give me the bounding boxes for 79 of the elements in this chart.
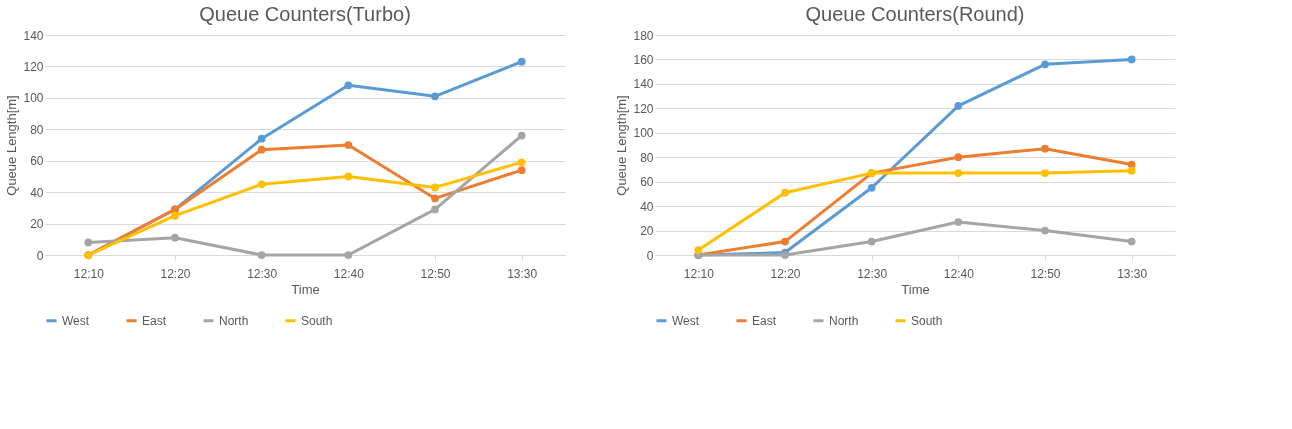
y-tick-label: 0 xyxy=(646,248,654,263)
legend-label: South xyxy=(911,313,943,328)
point xyxy=(344,81,353,90)
point xyxy=(954,153,963,162)
point xyxy=(867,183,876,192)
point xyxy=(781,237,789,246)
y-tick-label: 60 xyxy=(30,154,44,169)
legend-label: West xyxy=(672,313,700,328)
legend-label: East xyxy=(752,313,777,328)
x-tick-label: 12:40 xyxy=(943,266,975,281)
point xyxy=(517,158,526,167)
point xyxy=(257,134,266,143)
y-tick-label: 40 xyxy=(640,199,654,214)
point xyxy=(1041,226,1049,235)
x-tick-label: 12:30 xyxy=(857,266,888,281)
point xyxy=(1041,169,1049,177)
y-tick-label: 60 xyxy=(640,175,654,190)
point xyxy=(431,194,439,203)
point xyxy=(954,218,963,226)
legend-label: West xyxy=(62,313,90,328)
y-tick-label: 100 xyxy=(633,126,654,141)
y-tick-label: 120 xyxy=(23,59,44,74)
point xyxy=(257,180,266,189)
y-tick-label: 100 xyxy=(23,91,44,106)
x-tick-label: 12:30 xyxy=(247,266,278,281)
y-tick-label: 140 xyxy=(23,28,44,43)
point xyxy=(517,57,526,66)
y-tick-label: 0 xyxy=(36,248,44,263)
x-axis-title: Time xyxy=(291,281,320,297)
legend-label: South xyxy=(301,313,333,328)
y-axis-title: Queue Length[m] xyxy=(614,95,630,196)
x-tick-label: 12:40 xyxy=(333,266,365,281)
y-tick-label: 20 xyxy=(640,224,654,239)
x-axis-title: Time xyxy=(901,281,930,297)
y-tick-label: 20 xyxy=(30,217,44,232)
point xyxy=(867,237,876,246)
point xyxy=(431,92,439,101)
point xyxy=(431,183,439,192)
point xyxy=(954,169,963,177)
point xyxy=(257,251,266,259)
point xyxy=(781,188,789,197)
y-tick-label: 80 xyxy=(30,122,44,137)
point xyxy=(344,141,353,149)
x-tick-label: 12:20 xyxy=(770,266,801,281)
y-tick-label: 140 xyxy=(633,77,654,92)
x-tick-label: 13:30 xyxy=(1117,266,1148,281)
point xyxy=(344,251,353,259)
point xyxy=(694,246,703,254)
y-tick-label: 120 xyxy=(633,101,654,116)
y-tick-label: 160 xyxy=(633,52,654,67)
point xyxy=(171,233,179,242)
x-tick-label: 12:50 xyxy=(1030,266,1061,281)
point xyxy=(171,211,179,220)
y-tick-label: 180 xyxy=(633,28,654,43)
legend-label: North xyxy=(829,313,859,328)
x-tick-label: 12:10 xyxy=(73,266,105,281)
chart-title: Queue Counters(Turbo) xyxy=(199,3,411,25)
y-axis-title: Queue Length[m] xyxy=(4,95,20,196)
point xyxy=(1041,60,1049,69)
y-tick-label: 80 xyxy=(640,150,654,165)
y-tick-label: 40 xyxy=(30,185,44,200)
point xyxy=(257,145,266,154)
x-tick-label: 12:50 xyxy=(420,266,451,281)
point xyxy=(517,166,526,175)
x-tick-label: 13:30 xyxy=(507,266,538,281)
chart-title: Queue Counters(Round) xyxy=(805,3,1025,25)
point xyxy=(1041,144,1049,153)
point xyxy=(431,205,439,214)
point xyxy=(517,131,526,140)
x-tick-label: 12:20 xyxy=(160,266,191,281)
point xyxy=(954,102,963,110)
legend-label: North xyxy=(219,313,249,328)
point xyxy=(1127,166,1136,175)
x-tick-label: 12:10 xyxy=(683,266,715,281)
point xyxy=(1127,237,1136,246)
point xyxy=(84,238,93,247)
point xyxy=(344,172,353,181)
legend-label: East xyxy=(142,313,167,328)
point xyxy=(1127,55,1136,64)
